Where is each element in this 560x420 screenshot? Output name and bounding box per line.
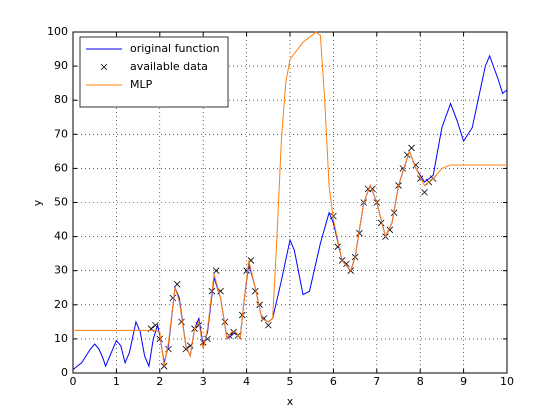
x-axis-label: x — [287, 395, 294, 408]
legend-label: original function — [130, 42, 220, 55]
x-tick-label: 4 — [243, 375, 250, 388]
legend-label: MLP — [130, 78, 153, 91]
y-axis-label: y — [31, 199, 44, 206]
y-tick-label: 70 — [54, 127, 68, 140]
data-point — [178, 318, 185, 326]
data-point — [256, 301, 263, 309]
legend-label: available data — [130, 60, 208, 73]
data-point — [212, 267, 220, 274]
x-tick-label: 0 — [70, 375, 77, 388]
y-tick-label: 40 — [54, 230, 68, 243]
x-tick-label: 7 — [373, 375, 380, 388]
data-point — [356, 229, 363, 237]
legend-swatch — [100, 63, 108, 71]
data-point — [251, 287, 259, 295]
data-point — [408, 144, 415, 152]
data-point — [421, 188, 428, 196]
x-tick-label: 8 — [417, 375, 424, 388]
y-tick-label: 10 — [54, 332, 68, 345]
x-tick-label: 2 — [156, 375, 163, 388]
data-point — [265, 321, 272, 329]
y-tick-label: 50 — [54, 196, 68, 209]
x-tick-label: 10 — [500, 375, 514, 388]
y-tick-label: 80 — [54, 93, 68, 106]
data-point — [156, 335, 164, 343]
data-point — [173, 281, 181, 288]
x-tick-label: 9 — [460, 375, 467, 388]
legend: original function available data MLP — [79, 36, 229, 108]
y-tick-label: 30 — [54, 264, 68, 277]
y-tick-label: 20 — [54, 298, 68, 311]
x-tick-label: 3 — [200, 375, 207, 388]
data-point — [221, 318, 229, 326]
data-point — [343, 260, 350, 268]
data-point — [169, 294, 177, 302]
x-tick-label: 5 — [287, 375, 294, 388]
y-tick-label: 90 — [54, 59, 68, 72]
x-tick-label: 1 — [113, 375, 120, 388]
y-tick-label: 60 — [54, 161, 68, 174]
data-point — [377, 219, 385, 227]
series-line — [73, 31, 507, 367]
x-tick-label: 6 — [330, 375, 337, 388]
y-tick-label: 0 — [61, 366, 68, 379]
y-tick-label: 100 — [47, 25, 68, 38]
